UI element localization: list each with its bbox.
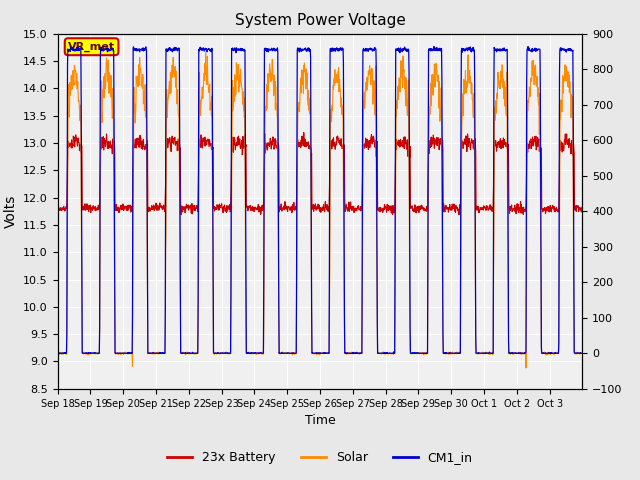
CM1_in	[430, 44, 438, 49]
Line: 23x Battery: 23x Battery	[58, 132, 582, 215]
23x Battery	[54, 204, 61, 210]
23x Battery	[296, 142, 304, 147]
Solar	[572, 351, 580, 357]
Solar	[54, 350, 61, 356]
Solar	[202, 50, 209, 56]
CM1_in	[136, 47, 144, 53]
23x Battery	[521, 209, 529, 215]
23x Battery	[300, 130, 308, 135]
23x Battery	[307, 143, 314, 148]
Line: CM1_in: CM1_in	[58, 47, 582, 353]
CM1_in	[54, 350, 61, 356]
Legend: 23x Battery, Solar, CM1_in: 23x Battery, Solar, CM1_in	[163, 446, 477, 469]
Line: Solar: Solar	[58, 53, 582, 368]
X-axis label: Time: Time	[305, 414, 335, 427]
CM1_in	[521, 350, 529, 356]
Solar	[522, 365, 530, 371]
Solar	[579, 351, 586, 357]
Solar	[136, 55, 143, 60]
Solar	[444, 350, 452, 356]
CM1_in	[579, 350, 586, 356]
23x Battery	[572, 208, 580, 214]
CM1_in	[572, 350, 580, 356]
Y-axis label: Volts: Volts	[4, 194, 17, 228]
CM1_in	[296, 46, 304, 52]
23x Battery	[455, 212, 463, 218]
CM1_in	[307, 47, 314, 52]
Solar	[521, 350, 529, 356]
CM1_in	[444, 350, 452, 356]
Solar	[307, 99, 314, 105]
Text: VR_met: VR_met	[68, 42, 115, 52]
Title: System Power Voltage: System Power Voltage	[235, 13, 405, 28]
23x Battery	[444, 206, 452, 212]
23x Battery	[579, 203, 586, 209]
23x Battery	[136, 144, 143, 150]
CM1_in	[54, 350, 62, 356]
Solar	[296, 84, 304, 90]
